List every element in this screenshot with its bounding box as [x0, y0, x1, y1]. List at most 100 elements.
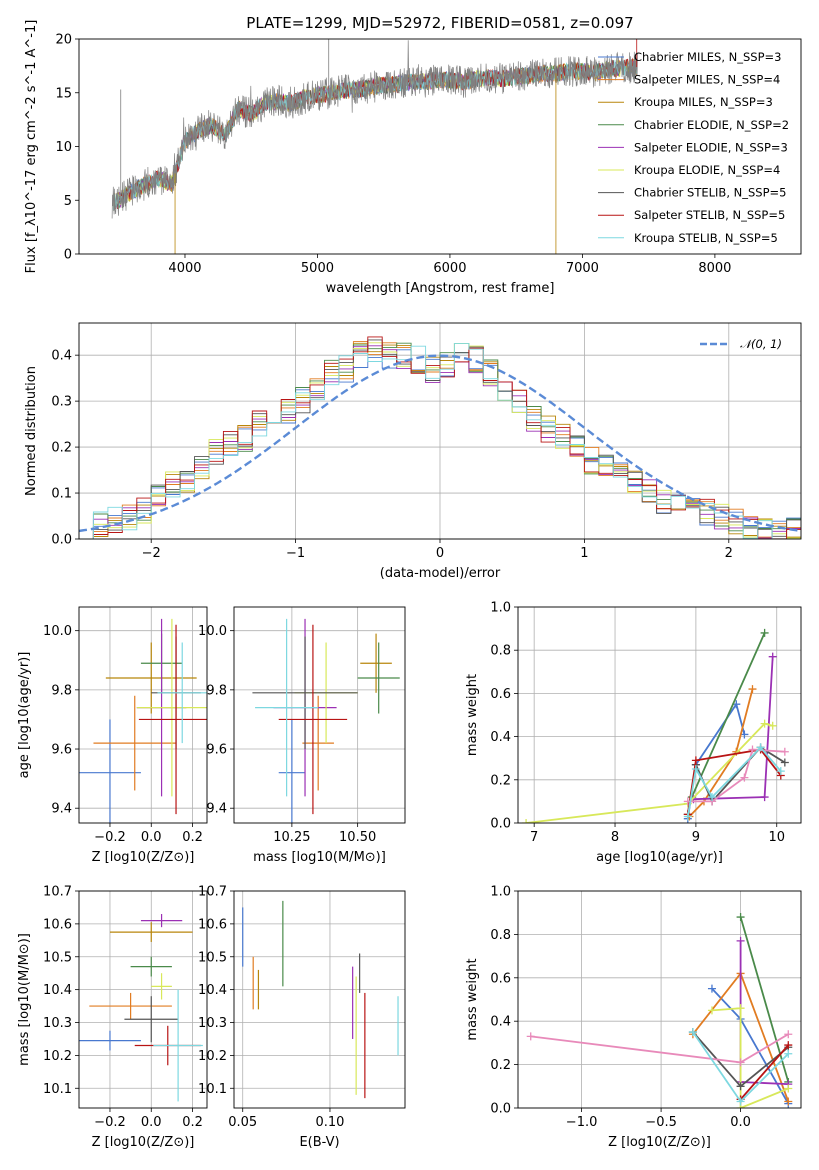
observed-spectrum	[111, 40, 639, 219]
y-tick-label: 0.3	[51, 395, 72, 410]
y-tick-label: 10.4	[43, 983, 72, 998]
plot-area	[111, 39, 639, 254]
data-marker	[760, 793, 769, 802]
data-marker	[776, 767, 785, 776]
legend-label: Kroupa STELIB, N_SSP=5	[634, 231, 778, 245]
legend: Chabrier MILES, N_SSP=3 Salpeter MILES, N…	[598, 50, 789, 245]
y-tick-label: 5	[64, 194, 72, 209]
y-axis-label: mass weight	[465, 958, 480, 1040]
x-tick-label: −1.0	[566, 1115, 598, 1130]
y-axis-label: mass weight	[465, 674, 480, 756]
data-marker	[784, 1041, 793, 1050]
normal-curve	[79, 354, 799, 533]
y-axis-label: Normed distribution	[24, 366, 39, 496]
plot-area	[526, 913, 793, 1108]
x-tick-label: 7	[530, 830, 538, 845]
legend-label: Chabrier STELIB, N_SSP=5	[634, 186, 786, 200]
legend-label: Salpeter STELIB, N_SSP=5	[634, 208, 785, 222]
x-tick-label: 0.2	[182, 1115, 203, 1130]
data-marker	[760, 719, 769, 728]
data-marker	[707, 984, 716, 993]
y-tick-label: 0.2	[51, 441, 72, 456]
axes-frame	[233, 890, 406, 1109]
y-tick-label: 1.0	[490, 885, 511, 900]
y-tick-label: 10.1	[198, 1082, 227, 1097]
y-tick-label: 15	[55, 86, 72, 101]
data-marker	[784, 1030, 793, 1039]
y-tick-label: 10.4	[198, 983, 227, 998]
panel-6: 0.05 0.10 10.1 10.2 10.3 10.4 10.5 10.6 10.7 E(B-…	[198, 885, 406, 1150]
y-tick-label: 10.2	[43, 1049, 72, 1064]
y-tick-label: 0.8	[490, 644, 511, 659]
y-tick-label: 10.5	[198, 950, 227, 965]
x-tick-label: 4000	[168, 261, 201, 276]
x-tick-label: 7000	[566, 261, 599, 276]
x-tick-label: 0.05	[228, 1115, 257, 1130]
y-axis-label: Flux [f_λ10^-17 erg cm^-2 s^-1 A^-1]	[24, 20, 39, 274]
x-tick-label: 10.50	[339, 830, 376, 845]
data-marker	[768, 721, 777, 730]
x-axis-label: Z [log10(Z/Z⊙)]	[608, 1135, 711, 1150]
y-tick-label: 10.3	[198, 1016, 227, 1031]
axes-frame	[517, 890, 802, 1109]
legend-label: Chabrier ELODIE, N_SSP=2	[634, 118, 789, 132]
legend-label: Kroupa MILES, N_SSP=3	[634, 95, 773, 109]
x-tick-label: −0.2	[94, 1115, 126, 1130]
data-marker	[683, 812, 692, 821]
data-marker	[691, 765, 700, 773]
data-marker	[736, 913, 745, 922]
legend-label: Salpeter MILES, N_SSP=4	[634, 73, 780, 87]
y-tick-label: 0.4	[490, 730, 511, 745]
mass-weight-line	[690, 632, 766, 798]
x-tick-label: 2	[725, 546, 733, 561]
y-tick-label: 10.1	[43, 1082, 72, 1097]
x-tick-label: 8	[611, 830, 619, 845]
data-marker	[784, 1084, 793, 1093]
data-marker	[748, 745, 757, 754]
axes-frame	[78, 890, 208, 1109]
x-axis-label: age [log10(age/yr)]	[596, 850, 723, 865]
x-tick-label: 10	[768, 830, 785, 845]
x-axis-label: wavelength [Angstrom, rest frame]	[326, 281, 555, 296]
y-tick-label: 10.0	[198, 624, 227, 639]
y-tick-label: 0	[64, 248, 72, 263]
data-marker	[740, 773, 749, 782]
x-tick-label: 5000	[301, 261, 334, 276]
y-tick-label: 0.4	[51, 349, 72, 364]
x-tick-label: 0.0	[730, 1115, 751, 1130]
y-tick-label: 10.5	[43, 950, 72, 965]
y-tick-label: 9.4	[51, 802, 72, 817]
data-marker	[780, 758, 789, 767]
y-tick-label: 0.4	[490, 1015, 511, 1030]
x-tick-label: 0.0	[141, 1115, 162, 1130]
y-tick-label: 0.2	[490, 1058, 511, 1073]
y-tick-label: 0.0	[490, 1102, 511, 1117]
histogram-step	[79, 342, 801, 539]
data-marker	[784, 1049, 793, 1058]
plot-area	[522, 628, 789, 823]
panel-7: −1.0 −0.5 0.0 0.0 0.2 0.4 0.6 0.8 1.0 Z [log10(Z/…	[465, 885, 802, 1150]
x-tick-label: 8000	[698, 261, 731, 276]
data-marker	[708, 793, 717, 802]
data-marker	[736, 1097, 745, 1106]
panel-0: 4000 5000 6000 7000 8000 0 5 10 15 20 wavelength […	[24, 20, 802, 296]
mass-weight-line	[688, 688, 754, 818]
axes-frame	[78, 606, 208, 824]
axes-frame	[517, 606, 802, 824]
y-tick-label: 10.7	[43, 885, 72, 900]
y-tick-label: 9.4	[206, 802, 227, 817]
axes-frame	[78, 322, 802, 540]
y-tick-label: 10	[55, 140, 72, 155]
data-marker	[526, 1032, 535, 1041]
mass-weight-line	[711, 1007, 789, 1108]
data-marker	[768, 652, 777, 661]
axes-frame	[233, 606, 406, 824]
histogram-step	[79, 336, 801, 539]
legend-label: Salpeter ELODIE, N_SSP=3	[634, 140, 788, 154]
data-marker	[748, 685, 757, 694]
plot-area	[252, 618, 400, 823]
y-axis-label: age [log10(age/yr)]	[17, 652, 32, 779]
panel-1: −2 −1 0 1 2 0.0 0.1 0.2 0.3 0.4 (data-model)/error…	[24, 322, 802, 581]
data-marker	[707, 1006, 716, 1015]
